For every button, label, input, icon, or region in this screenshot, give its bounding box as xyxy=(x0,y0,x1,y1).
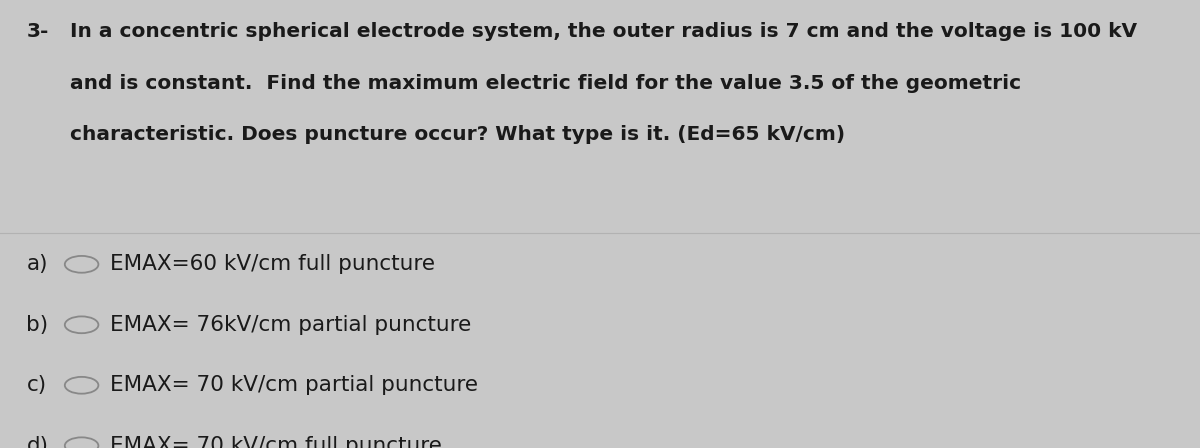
Text: EMAX= 70 kV/cm partial puncture: EMAX= 70 kV/cm partial puncture xyxy=(110,375,479,395)
Text: b): b) xyxy=(26,315,48,335)
Text: EMAX= 76kV/cm partial puncture: EMAX= 76kV/cm partial puncture xyxy=(110,315,472,335)
Text: characteristic. Does puncture occur? What type is it. (Ed=65 kV/cm): characteristic. Does puncture occur? Wha… xyxy=(70,125,845,144)
Text: and is constant.  Find the maximum electric field for the value 3.5 of the geome: and is constant. Find the maximum electr… xyxy=(70,74,1021,93)
Text: d): d) xyxy=(26,436,48,448)
Text: EMAX=60 kV/cm full puncture: EMAX=60 kV/cm full puncture xyxy=(110,254,436,274)
Text: a): a) xyxy=(26,254,48,274)
Text: In a concentric spherical electrode system, the outer radius is 7 cm and the vol: In a concentric spherical electrode syst… xyxy=(70,22,1136,41)
Text: EMAX= 70 kV/cm full puncture: EMAX= 70 kV/cm full puncture xyxy=(110,436,443,448)
Text: c): c) xyxy=(26,375,47,395)
Text: 3-: 3- xyxy=(26,22,49,41)
